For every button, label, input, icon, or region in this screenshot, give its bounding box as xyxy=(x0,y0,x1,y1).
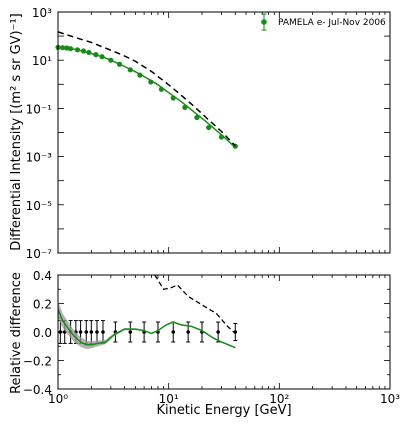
bottom-data-point xyxy=(78,330,83,334)
bottom-ytick-label: 0.0 xyxy=(33,326,52,340)
top-ytick-label: 10⁻⁵ xyxy=(26,199,53,213)
bottom-ytick-label: −0.4 xyxy=(23,383,52,397)
top-data-point xyxy=(206,124,212,131)
bottom-xtick-label: 10³ xyxy=(380,392,400,406)
bottom-ytick-label: 0.2 xyxy=(33,298,52,312)
bottom-panel: 10⁰ 10¹ 10² 10³ −0.4 −0.2 0.0 0.2 0.4 xyxy=(23,269,400,406)
bottom-data-point xyxy=(101,330,105,334)
top-ytick-label: 10⁻⁷ xyxy=(26,247,53,261)
top-frame xyxy=(57,11,391,254)
top-dashed-model-line xyxy=(57,31,236,147)
bottom-data-point xyxy=(89,330,94,334)
top-ytick-label: 10³ xyxy=(32,6,52,20)
bottom-y-axis-title: Relative difference xyxy=(9,272,24,394)
top-panel: 10⁻⁷ 10⁻⁵ 10⁻³ 10⁻¹ 10¹ 10³ xyxy=(26,6,391,261)
top-ytick-label: 10¹ xyxy=(32,54,52,68)
top-ytick-label: 10⁻¹ xyxy=(26,102,53,116)
legend-marker xyxy=(261,19,267,25)
bottom-xtick-label: 10⁰ xyxy=(48,392,68,406)
bottom-data-point xyxy=(84,330,89,334)
bottom-xtick-label: 10¹ xyxy=(159,392,179,406)
bottom-data-point xyxy=(95,330,99,334)
legend-label: PAMELA e- Jul-Nov 2006 xyxy=(278,18,386,28)
bottom-data-point xyxy=(216,330,220,334)
top-ytick-label: 10⁻³ xyxy=(26,151,53,165)
top-solid-model-line xyxy=(57,46,236,148)
bottom-xtick-label: 10² xyxy=(269,392,289,406)
bottom-ytick-label: 0.4 xyxy=(33,269,52,283)
bottom-data-point xyxy=(171,330,176,334)
legend: PAMELA e- Jul-Nov 2006 xyxy=(261,13,386,31)
bottom-frame xyxy=(57,274,391,390)
bottom-solid-line xyxy=(57,308,236,349)
bottom-dashed-line xyxy=(154,274,236,334)
x-axis-title: Kinetic Energy [GeV] xyxy=(156,403,291,418)
bottom-data-point xyxy=(186,330,190,334)
bottom-data-point xyxy=(58,330,63,334)
bottom-data-point xyxy=(128,330,133,334)
top-y-axis-title: Differential Intensity [(m² s sr GV)⁻¹] xyxy=(9,13,24,251)
bottom-ytick-label: −0.2 xyxy=(23,355,52,369)
bottom-uncertainty-band xyxy=(58,300,236,350)
